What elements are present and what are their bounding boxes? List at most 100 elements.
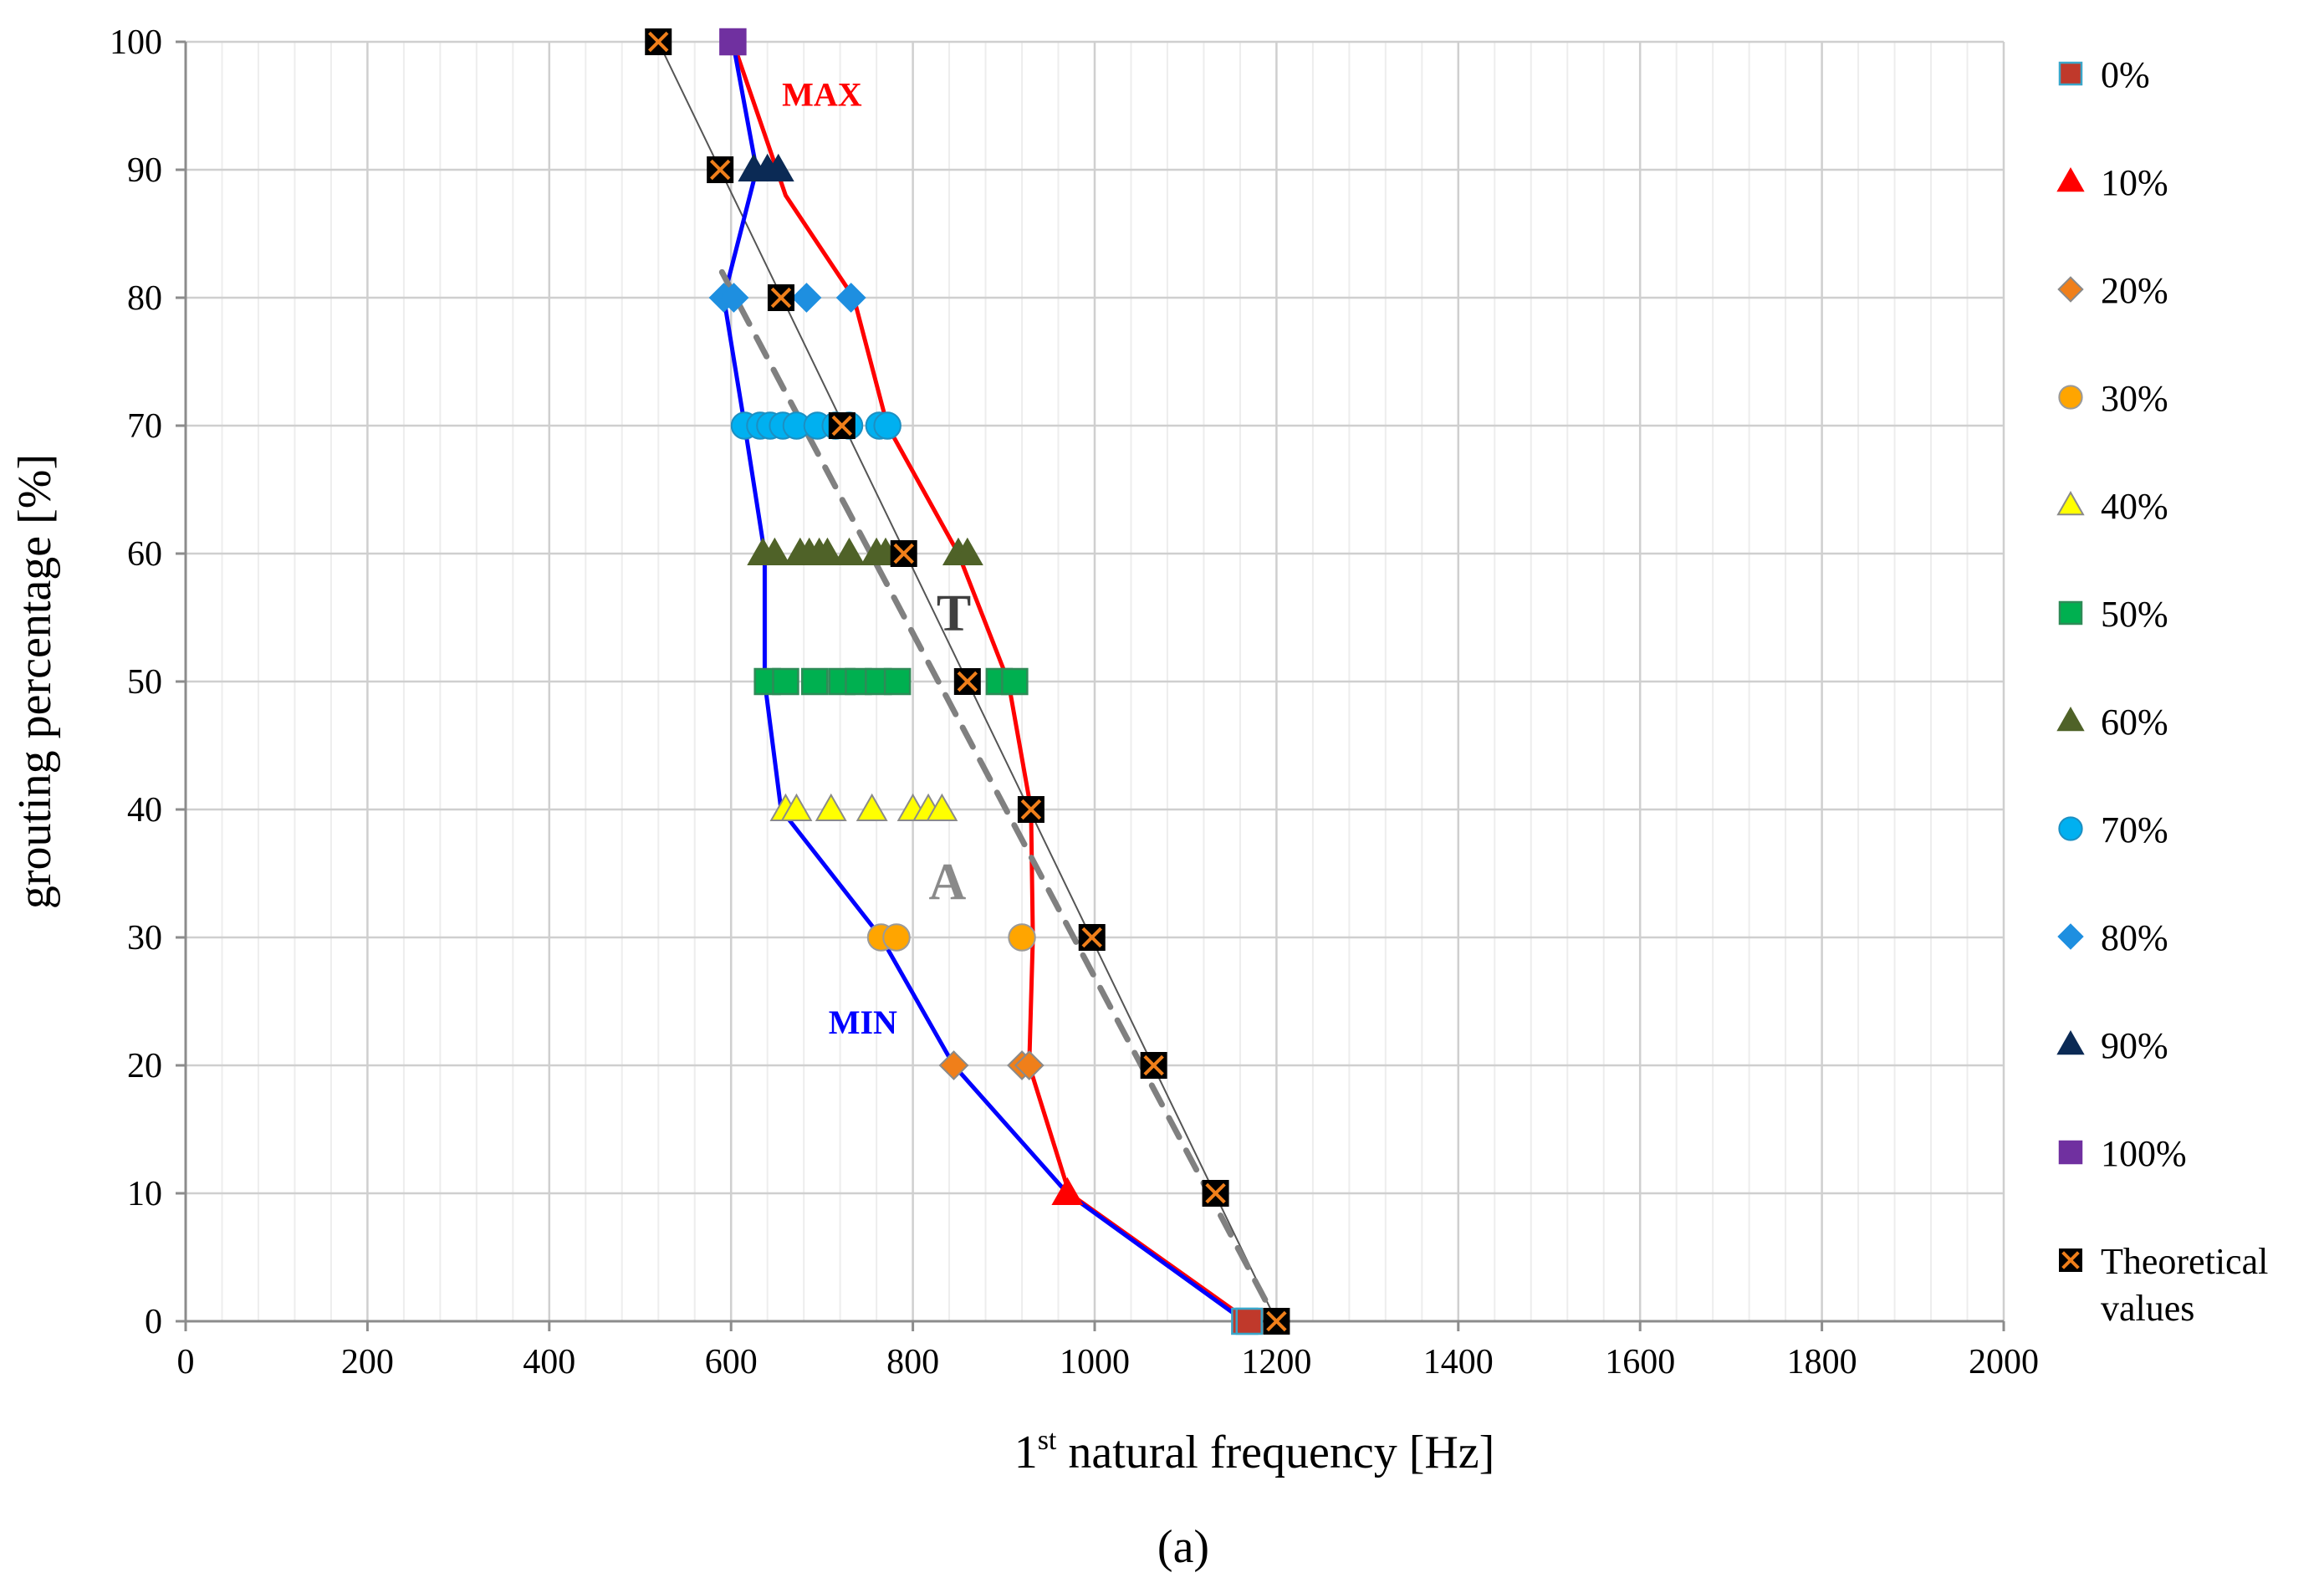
point-theoretical-values-cross xyxy=(709,159,731,181)
annotation-min: MIN xyxy=(829,1003,897,1041)
line-a xyxy=(718,268,1279,1321)
point-20- xyxy=(938,1050,969,1080)
x-tick-label: 400 xyxy=(523,1343,575,1381)
x-tick-label: 1400 xyxy=(1423,1343,1494,1381)
point-theoretical-values-cross xyxy=(1266,1310,1287,1332)
y-tick-label: 80 xyxy=(127,279,162,318)
point-50--shape xyxy=(1001,667,1029,696)
point-60--shape xyxy=(951,537,983,565)
point-0--shape xyxy=(1235,1307,1264,1335)
point-40--shape xyxy=(926,793,958,821)
legend-marker xyxy=(2058,600,2083,625)
point-90- xyxy=(762,153,794,181)
point-40--shape xyxy=(856,793,888,821)
legend-marker xyxy=(2058,1140,2083,1165)
point-theoretical-values xyxy=(953,668,981,695)
point-50--shape xyxy=(883,667,912,696)
legend-marker xyxy=(2056,167,2085,192)
legend-label: 30% xyxy=(2101,378,2168,419)
x-tick-label: 800 xyxy=(886,1343,939,1381)
annotation-a: A xyxy=(929,854,967,911)
legend-marker xyxy=(2056,1030,2085,1055)
y-tick-label: 30 xyxy=(127,919,162,957)
legend-label: 10% xyxy=(2101,162,2168,203)
point-40--shape xyxy=(780,793,813,821)
major-gridlines xyxy=(186,40,2005,1321)
point-60- xyxy=(758,537,791,565)
point-60- xyxy=(811,537,844,565)
point-100--shape xyxy=(719,28,747,56)
annotation-t: T xyxy=(937,585,971,642)
point-50- xyxy=(772,667,799,696)
point-10--shape xyxy=(1051,1177,1084,1205)
point-theoretical-values-cross xyxy=(1020,799,1042,820)
y-tick-label: 70 xyxy=(127,407,162,446)
y-axis-title: grouting percentage [%] xyxy=(9,454,61,909)
point-60--shape xyxy=(833,537,866,565)
point-50--shape xyxy=(772,667,799,696)
point-theoretical-values xyxy=(890,540,917,567)
point-80--shape xyxy=(718,283,749,313)
legend-marker-shape xyxy=(2056,491,2085,516)
legend-marker-shape xyxy=(2057,276,2084,303)
legend-marker-shape xyxy=(2057,923,2084,950)
point-70--shape xyxy=(873,411,902,440)
point-theoretical-values xyxy=(767,284,794,311)
point-theoretical-values xyxy=(645,28,672,55)
point-theoretical-values xyxy=(1017,796,1045,823)
legend-label: 60% xyxy=(2101,702,2168,743)
y-tick-label: 60 xyxy=(127,535,162,574)
x-tick-label: 1200 xyxy=(1241,1343,1311,1381)
point-50- xyxy=(800,667,829,696)
x-axis-title-superscript: st xyxy=(1038,1425,1057,1456)
point-80--shape xyxy=(835,283,866,313)
point-theoretical-values-cross xyxy=(1081,927,1102,948)
x-axis-title-text: natural frequency [Hz] xyxy=(1068,1427,1494,1478)
legend: 0% 10% 20% 30% 40% 50% 60% 70% 80% 90% 100% Theoret… xyxy=(2056,54,2268,1329)
y-tick-label: 0 xyxy=(145,1303,162,1341)
point-50- xyxy=(1001,667,1029,696)
y-tick-labels: 0 10 20 30 40 50 60 70 80 90 100 xyxy=(110,23,162,1341)
axes xyxy=(176,40,2005,1331)
legend-marker-shape xyxy=(2058,816,2083,841)
point-40- xyxy=(780,793,813,821)
subfigure-label: (a) xyxy=(1157,1521,1209,1573)
y-tick-label: 90 xyxy=(127,151,162,190)
legend-marker xyxy=(2057,923,2084,950)
point-theoretical-values xyxy=(707,156,734,183)
point-theoretical-values xyxy=(1140,1052,1167,1079)
point-theoretical-values xyxy=(828,412,856,439)
x-tick-label: 0 xyxy=(177,1343,195,1381)
point-60- xyxy=(833,537,866,565)
point-40- xyxy=(926,793,958,821)
y-tick-label: 100 xyxy=(110,23,162,62)
legend-label: 80% xyxy=(2101,917,2168,958)
y-tick-label: 10 xyxy=(127,1175,162,1213)
legend-marker xyxy=(2056,491,2085,516)
x-tick-label: 1000 xyxy=(1060,1343,1130,1381)
point-theoretical-values-cross xyxy=(1143,1054,1164,1076)
legend-label: 100% xyxy=(2101,1133,2187,1174)
point-40- xyxy=(856,793,888,821)
annotation-max: MAX xyxy=(782,76,862,114)
point-60--shape xyxy=(758,537,791,565)
point-theoretical-values-cross xyxy=(770,287,792,309)
point-theoretical-values-cross xyxy=(648,31,669,53)
point-80- xyxy=(791,283,822,313)
legend-label: Theoretical xyxy=(2101,1241,2268,1282)
point-20--shape xyxy=(1014,1050,1045,1080)
point-theoretical-values-cross xyxy=(1205,1182,1226,1204)
chart-annotations: MAX MIN T A xyxy=(782,76,971,1041)
legend-marker xyxy=(2058,816,2083,841)
legend-label: 20% xyxy=(2101,270,2168,311)
x-tick-label: 1800 xyxy=(1787,1343,1857,1381)
y-tick-label: 40 xyxy=(127,791,162,830)
point-theoretical-values-cross xyxy=(957,671,978,692)
legend-marker-shape xyxy=(2056,707,2085,732)
point-theoretical-values xyxy=(1263,1308,1290,1335)
point-30--shape xyxy=(882,923,911,952)
point-theoretical-values-cross xyxy=(831,415,853,437)
x-tick-label: 2000 xyxy=(1969,1343,2039,1381)
point-50--shape xyxy=(800,667,829,696)
point-40--shape xyxy=(815,793,847,821)
